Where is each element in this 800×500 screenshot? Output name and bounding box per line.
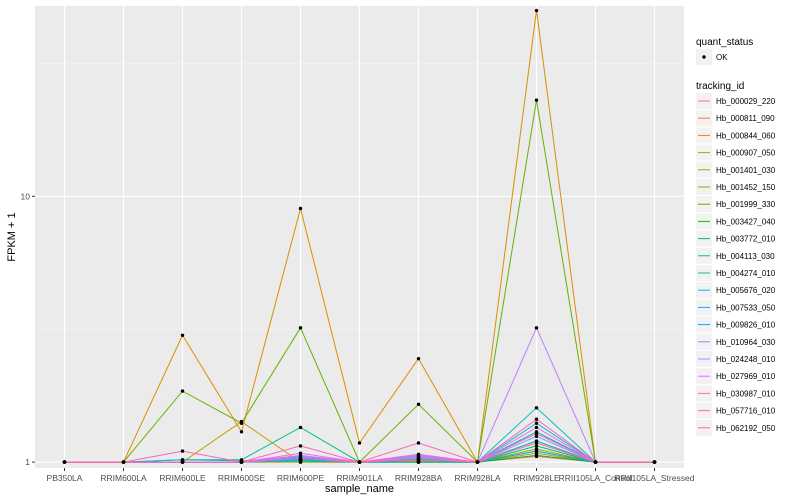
legend-point-icon bbox=[702, 55, 706, 59]
data-point bbox=[180, 460, 185, 464]
data-point bbox=[62, 460, 67, 464]
data-point bbox=[416, 356, 421, 361]
series-legend-items: Hb_000029_220 Hb_000811_090 Hb_000844_060 H… bbox=[696, 93, 776, 436]
data-point bbox=[534, 421, 539, 425]
data-point bbox=[534, 434, 539, 439]
x-tick-label: RRII105LA_Control bbox=[559, 473, 633, 483]
data-point bbox=[534, 431, 539, 436]
x-tick-label: RRIM928BA bbox=[395, 473, 443, 483]
data-point bbox=[534, 444, 539, 448]
x-tick-label: RRIM600SE bbox=[218, 473, 266, 483]
data-point bbox=[298, 206, 303, 211]
series-legend-label: Hb_007533_050 bbox=[716, 303, 776, 312]
series-legend-label: Hb_003427_040 bbox=[716, 217, 776, 226]
data-point bbox=[239, 460, 244, 464]
series-legend-label: Hb_057716_010 bbox=[716, 407, 776, 416]
data-points bbox=[62, 8, 657, 464]
data-point bbox=[180, 389, 185, 393]
data-point bbox=[534, 98, 539, 102]
data-point bbox=[534, 417, 539, 421]
data-point bbox=[593, 460, 598, 464]
data-point bbox=[534, 441, 539, 445]
x-tick-label: RRII105LA_Stressed bbox=[615, 473, 695, 483]
series-legend-title: tracking_id bbox=[696, 81, 744, 92]
data-point bbox=[298, 456, 303, 461]
data-point bbox=[534, 425, 539, 430]
data-point bbox=[475, 460, 480, 464]
data-point bbox=[298, 326, 303, 330]
data-point bbox=[298, 444, 303, 448]
series-legend-label: Hb_004113_030 bbox=[716, 252, 775, 261]
data-point bbox=[416, 458, 421, 462]
x-tick-label: RRIM600LA bbox=[100, 473, 147, 483]
series-legend-label: Hb_010964_030 bbox=[716, 338, 776, 347]
series-legend-label: Hb_000029_220 bbox=[716, 97, 776, 106]
series-legend-label: Hb_001401_030 bbox=[716, 166, 776, 175]
series-legend-label: Hb_005676_020 bbox=[716, 286, 776, 295]
series-legend-label: Hb_003772_010 bbox=[716, 235, 776, 244]
x-tick-label: RRIM600LE bbox=[159, 473, 206, 483]
series-legend-label: Hb_062192_050 bbox=[716, 424, 776, 433]
y-axis-title: FPKM + 1 bbox=[6, 212, 18, 261]
data-point bbox=[534, 449, 539, 453]
data-point bbox=[298, 453, 303, 458]
quant-legend-title: quant_status bbox=[696, 37, 753, 48]
quant-legend-items: OK bbox=[696, 49, 728, 65]
data-point bbox=[534, 453, 539, 458]
x-tick-label: RRIM901LA bbox=[336, 473, 383, 483]
data-point bbox=[180, 449, 185, 453]
data-point bbox=[416, 452, 421, 456]
legend: quant_status OK tracking_id Hb_000029_22… bbox=[696, 37, 776, 436]
series-legend-label: Hb_000811_090 bbox=[716, 114, 775, 123]
data-point bbox=[652, 460, 657, 464]
y-axis-ticks: 1 10 bbox=[21, 191, 35, 467]
series-legend-label: Hb_009826_010 bbox=[716, 321, 776, 330]
x-axis-ticks: PB350LA RRIM600LA RRIM600LE RRIM600SE RRIM60… bbox=[47, 468, 695, 483]
x-tick-label: RRIM928LE bbox=[513, 473, 560, 483]
y-tick-label: 1 bbox=[25, 457, 30, 467]
x-tick-label: PB350LA bbox=[47, 473, 83, 483]
series-legend-label: Hb_027969_010 bbox=[716, 372, 776, 381]
data-point bbox=[534, 326, 539, 330]
data-point bbox=[357, 460, 362, 464]
data-point bbox=[298, 425, 303, 430]
data-point bbox=[180, 333, 185, 337]
quant-legend-label: OK bbox=[716, 53, 728, 62]
series-legend-label: Hb_001999_330 bbox=[716, 200, 776, 209]
series-legend-label: Hb_030987_010 bbox=[716, 389, 776, 398]
x-tick-label: RRIM600PE bbox=[277, 473, 325, 483]
data-point bbox=[239, 430, 244, 434]
series-legend-label: Hb_004274_010 bbox=[716, 269, 776, 278]
data-point bbox=[416, 402, 421, 406]
data-point bbox=[534, 8, 539, 13]
data-point bbox=[534, 406, 539, 410]
x-tick-label: RRIM928LA bbox=[454, 473, 501, 483]
series-legend-label: Hb_001452_150 bbox=[716, 183, 776, 192]
data-point bbox=[416, 441, 421, 445]
data-point bbox=[121, 460, 126, 464]
x-axis-title: sample_name bbox=[325, 483, 394, 495]
data-point bbox=[357, 441, 362, 445]
series-legend-label: Hb_024248_010 bbox=[716, 355, 776, 364]
y-tick-label: 10 bbox=[21, 191, 31, 201]
series-legend-label: Hb_000844_060 bbox=[716, 131, 776, 140]
data-point bbox=[239, 421, 244, 425]
series-legend-label: Hb_000907_050 bbox=[716, 149, 776, 158]
